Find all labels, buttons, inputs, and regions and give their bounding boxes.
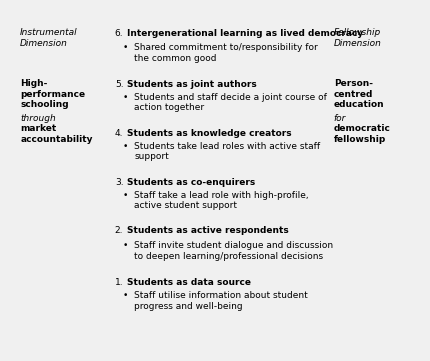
Text: •: • bbox=[123, 93, 128, 102]
Text: Fellowship
Dimension: Fellowship Dimension bbox=[333, 28, 381, 48]
Text: 1.: 1. bbox=[114, 278, 123, 287]
Text: democratic
fellowship: democratic fellowship bbox=[333, 125, 390, 144]
Text: •: • bbox=[123, 43, 128, 52]
Text: Shared commitment to/responsibility for
the common good: Shared commitment to/responsibility for … bbox=[134, 43, 317, 63]
Text: Students as co-enquirers: Students as co-enquirers bbox=[127, 178, 255, 187]
Text: High-
performance
schooling: High- performance schooling bbox=[20, 79, 85, 109]
Text: Students take lead roles with active staff
support: Students take lead roles with active sta… bbox=[134, 142, 319, 161]
Text: 3.: 3. bbox=[114, 178, 123, 187]
Text: Students as active respondents: Students as active respondents bbox=[127, 226, 288, 235]
Text: Instrumental
Dimension: Instrumental Dimension bbox=[20, 28, 77, 48]
Text: •: • bbox=[123, 291, 128, 300]
Text: through: through bbox=[20, 114, 56, 123]
Text: 6.: 6. bbox=[114, 29, 123, 38]
Text: 4.: 4. bbox=[114, 129, 123, 138]
Text: 2.: 2. bbox=[114, 226, 123, 235]
Text: Staff invite student dialogue and discussion
to deepen learning/professional dec: Staff invite student dialogue and discus… bbox=[134, 241, 332, 261]
Text: Students as data source: Students as data source bbox=[127, 278, 251, 287]
Text: 5.: 5. bbox=[114, 80, 123, 88]
Text: market
accountability: market accountability bbox=[20, 125, 92, 144]
Text: for: for bbox=[333, 114, 345, 123]
Text: Staff utilise information about student
progress and well-being: Staff utilise information about student … bbox=[134, 291, 307, 311]
Text: Students as knowledge creators: Students as knowledge creators bbox=[127, 129, 291, 138]
Text: Person-
centred
education: Person- centred education bbox=[333, 79, 384, 109]
Text: Staff take a lead role with high-profile,
active student support: Staff take a lead role with high-profile… bbox=[134, 191, 308, 210]
Text: Intergenerational learning as lived democracy: Intergenerational learning as lived demo… bbox=[127, 29, 362, 38]
Text: •: • bbox=[123, 191, 128, 200]
Text: •: • bbox=[123, 241, 128, 250]
Text: Students and staff decide a joint course of
action together: Students and staff decide a joint course… bbox=[134, 93, 326, 113]
Text: Students as joint authors: Students as joint authors bbox=[127, 80, 256, 88]
Text: •: • bbox=[123, 142, 128, 151]
